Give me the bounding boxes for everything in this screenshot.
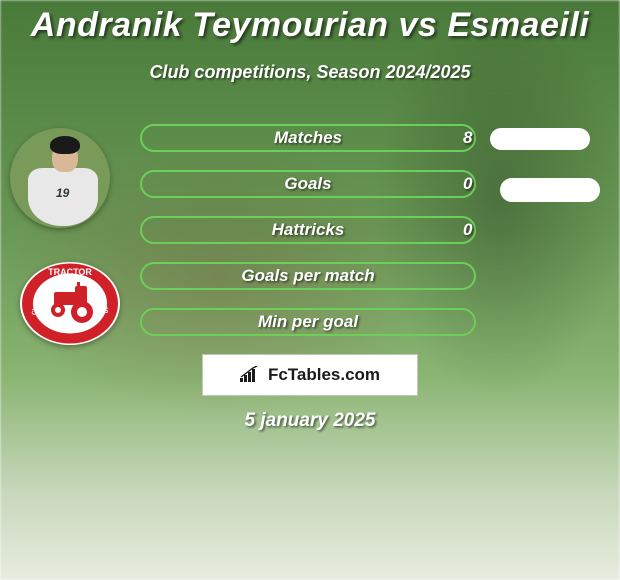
site-name: FcTables.com [268, 365, 380, 385]
player1-avatar: 19 [10, 128, 110, 228]
bar-value: 0 [463, 170, 472, 198]
bar-value: 8 [463, 124, 472, 152]
date-label: 5 january 2025 [0, 410, 620, 432]
pill-2 [500, 178, 600, 202]
bar-label: Min per goal [140, 308, 476, 336]
player1-hair [50, 136, 80, 154]
player2-avatar: TRACTOR CLUB 1970 [20, 262, 120, 345]
bar-label: Hattricks [140, 216, 476, 244]
barchart-icon [240, 366, 262, 384]
pill-1 [490, 128, 590, 150]
page-title: Andranik Teymourian vs Esmaeili [0, 6, 620, 45]
badge-name: TRACTOR [48, 267, 92, 277]
bar-label: Matches [140, 124, 476, 152]
player1-jersey-number: 19 [56, 186, 69, 200]
bar-label: Goals [140, 170, 476, 198]
tractor-badge-icon: TRACTOR CLUB 1970 [20, 262, 120, 345]
subtitle: Club competitions, Season 2024/2025 [0, 62, 620, 83]
bar-label: Goals per match [140, 262, 476, 290]
bar-value: 0 [463, 216, 472, 244]
site-badge: FcTables.com [202, 354, 418, 396]
